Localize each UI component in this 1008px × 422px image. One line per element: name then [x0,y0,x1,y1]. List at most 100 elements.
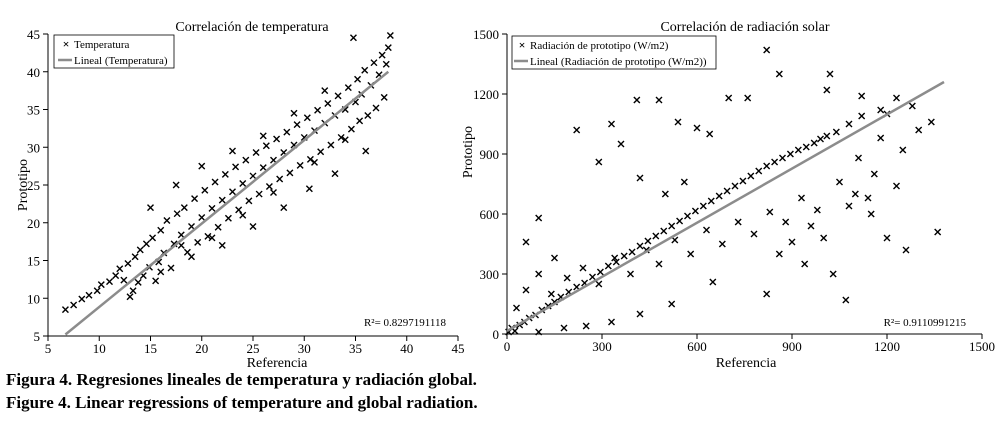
scatter-point [826,70,834,78]
scatter-point [331,170,339,178]
scatter-point [293,121,301,129]
scatter-point [725,94,733,102]
scatter-point [252,149,260,157]
x-tick-label: 0 [504,339,511,354]
scatter-point [337,133,345,141]
scatter-point [78,295,86,303]
scatter-point [97,281,105,289]
scatter-point [699,202,707,210]
scatter-point [604,262,612,270]
scatter-point [306,155,314,163]
scatter-point [262,142,270,150]
scatter-point [273,135,281,143]
y-tick-label: 600 [480,207,500,222]
chart-title: Correlación de radiación solar [660,20,829,35]
scatter-point [858,92,866,100]
scatter-point [820,234,828,242]
y-tick-group: 5 10 15 20 25 30 35 40 45 [27,27,48,344]
scatter-point [218,241,226,249]
scatter-point [535,328,543,336]
x-tick-label: 5 [45,341,52,356]
solar-radiation-chart: Correlación de radiación solar 0 300 600 90… [461,20,995,370]
scatter-point [715,192,723,200]
scatter-point [899,146,907,154]
scatter-point [691,207,699,215]
scatter-point [356,117,364,125]
scatter-point [671,236,679,244]
scatter-point [180,204,188,212]
scatter-point [303,114,311,122]
scatter-point [608,318,615,326]
scatter-point [813,206,821,214]
scatter-point [734,218,742,226]
temperature-chart: Correlación de temperatura 5 10 15 20 25 30 35… [16,20,465,370]
scatter-point [201,186,209,194]
scatter-point [163,216,171,224]
scatter-point [775,70,783,78]
scatter-point [596,268,604,276]
scatter-point [221,170,229,178]
x-tick-label: 900 [782,339,802,354]
scatter-point [915,126,923,134]
x-tick-label: 15 [144,341,157,356]
scatter-point [547,290,555,298]
scatter-point [612,258,620,266]
scatter-point [106,278,113,286]
scatter-markers [61,32,394,314]
y-tick-label: 40 [27,65,40,80]
regression-line [64,70,390,336]
scatter-point [706,130,714,138]
scatter-point [290,109,298,117]
legend-marker-icon: × [63,37,70,51]
x-tick-label: 10 [93,341,106,356]
figure-canvas: Correlación de temperatura 5 10 15 20 25 30 35… [16,20,995,370]
scatter-point [617,140,625,148]
scatter-point [836,178,843,186]
scatter-point [858,112,866,120]
scatter-point [703,226,710,234]
scatter-point [709,278,717,286]
y-tick-label: 15 [27,254,40,269]
scatter-point [668,300,676,308]
scatter-point [191,195,199,203]
scatter-point [687,250,695,258]
scatter-point [229,147,236,155]
scatter-point [627,270,634,278]
scatter-point [731,182,739,190]
scatter-point [311,158,318,166]
scatter-point [707,197,715,205]
scatter-point [595,158,603,166]
scatter-point [177,231,185,239]
scatter-point [341,136,349,144]
scatter-point [676,217,684,225]
scatter-point [317,148,325,156]
scatter-point [321,87,329,95]
scatter-point [305,185,313,193]
scatter-point [867,210,875,218]
scatter-point [668,222,676,230]
y-axis-label: Prototipo [16,159,31,211]
scatter-point [372,104,380,112]
scatter-point [810,139,818,147]
scatter-point [124,260,132,268]
scatter-point [283,128,291,136]
scatter-point [823,86,831,94]
scatter-point [644,237,652,245]
scatter-point [611,254,619,262]
scatter-point [794,146,802,154]
scatter-point [807,222,815,230]
x-axis-label: Referencia [247,356,308,370]
scatter-point [902,246,910,254]
x-axis-label: Referencia [716,356,777,370]
y-tick-label: 0 [493,327,500,342]
scatter-point [172,181,180,189]
x-tick-group: 0 300 600 900 1200 1500 [504,334,995,354]
scatter-point [232,163,240,171]
scatter-point [817,135,824,143]
scatter-point [655,96,663,104]
scatter-point [386,32,394,40]
x-tick-label: 600 [687,339,707,354]
scatter-point [763,162,771,170]
scatter-point [167,264,175,272]
scatter-point [684,212,691,220]
